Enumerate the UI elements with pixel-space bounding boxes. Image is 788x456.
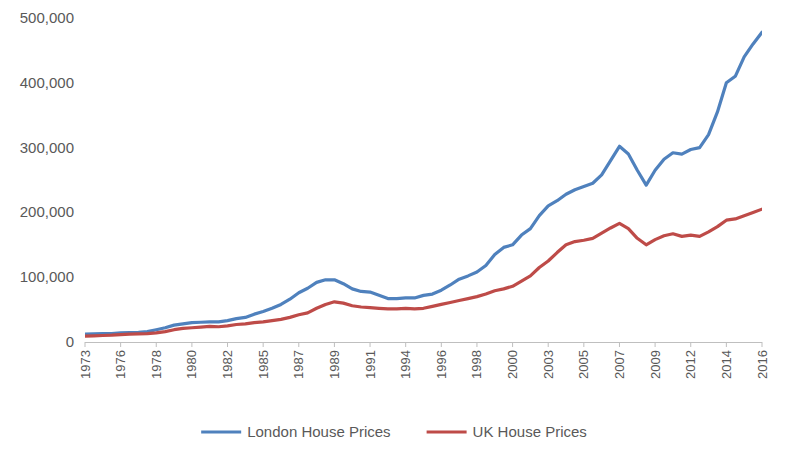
x-axis-line bbox=[85, 342, 762, 343]
x-tick bbox=[227, 342, 228, 347]
legend-item: UK House Prices bbox=[427, 423, 587, 440]
x-tick bbox=[441, 342, 442, 347]
x-tick-label: 2003 bbox=[541, 350, 556, 379]
x-tick bbox=[298, 342, 299, 347]
plot-area bbox=[85, 32, 762, 336]
y-tick-label: 400,000 bbox=[20, 74, 74, 91]
x-tick-label: 1973 bbox=[78, 350, 93, 379]
x-tick-label: 1978 bbox=[149, 350, 164, 379]
x-tick-label: 2012 bbox=[683, 350, 698, 379]
x-tick bbox=[156, 342, 157, 347]
legend-label: UK House Prices bbox=[473, 423, 587, 440]
x-tick-label: 2007 bbox=[612, 350, 627, 379]
y-tick-label: 500,000 bbox=[20, 9, 74, 26]
x-tick bbox=[85, 342, 86, 347]
series-line bbox=[85, 32, 762, 334]
x-tick bbox=[762, 342, 763, 347]
x-tick bbox=[619, 342, 620, 347]
legend-swatch bbox=[201, 430, 241, 433]
x-tick-label: 2005 bbox=[576, 350, 591, 379]
x-tick bbox=[690, 342, 691, 347]
x-tick bbox=[370, 342, 371, 347]
y-tick-label: 300,000 bbox=[20, 139, 74, 156]
x-tick bbox=[655, 342, 656, 347]
y-tick-label: 0 bbox=[66, 333, 74, 350]
x-tick-label: 2014 bbox=[719, 350, 734, 379]
y-tick-label: 100,000 bbox=[20, 268, 74, 285]
legend: London House Prices UK House Prices bbox=[201, 423, 587, 440]
x-tick bbox=[476, 342, 477, 347]
x-tick bbox=[263, 342, 264, 347]
x-tick bbox=[548, 342, 549, 347]
x-tick-label: 1989 bbox=[327, 350, 342, 379]
x-tick bbox=[583, 342, 584, 347]
x-tick-label: 1994 bbox=[398, 350, 413, 379]
x-tick-label: 1985 bbox=[256, 350, 271, 379]
series-line bbox=[85, 209, 762, 336]
x-tick-label: 1987 bbox=[291, 350, 306, 379]
x-tick bbox=[191, 342, 192, 347]
y-tick-label: 200,000 bbox=[20, 203, 74, 220]
x-tick-label: 2009 bbox=[648, 350, 663, 379]
x-tick-label: 1976 bbox=[113, 350, 128, 379]
x-tick-label: 1998 bbox=[469, 350, 484, 379]
legend-item: London House Prices bbox=[201, 423, 390, 440]
legend-label: London House Prices bbox=[247, 423, 390, 440]
x-tick-label: 2016 bbox=[755, 350, 770, 379]
x-tick bbox=[405, 342, 406, 347]
x-tick-label: 1982 bbox=[220, 350, 235, 379]
x-axis: 1973 1976 1978 1980 1982 1985 1987 1989 1991 1994… bbox=[78, 342, 770, 379]
x-tick bbox=[334, 342, 335, 347]
x-tick-label: 1991 bbox=[363, 350, 378, 379]
legend-swatch bbox=[427, 430, 467, 433]
x-tick-label: 1980 bbox=[184, 350, 199, 379]
x-tick bbox=[512, 342, 513, 347]
y-axis: 0 100,000 200,000 300,000 400,000 500,000 bbox=[20, 9, 74, 350]
chart: 0 100,000 200,000 300,000 400,000 500,000 1973… bbox=[0, 0, 788, 456]
x-tick bbox=[726, 342, 727, 347]
x-tick bbox=[120, 342, 121, 347]
x-tick-label: 1996 bbox=[434, 350, 449, 379]
x-tick-label: 2000 bbox=[505, 350, 520, 379]
